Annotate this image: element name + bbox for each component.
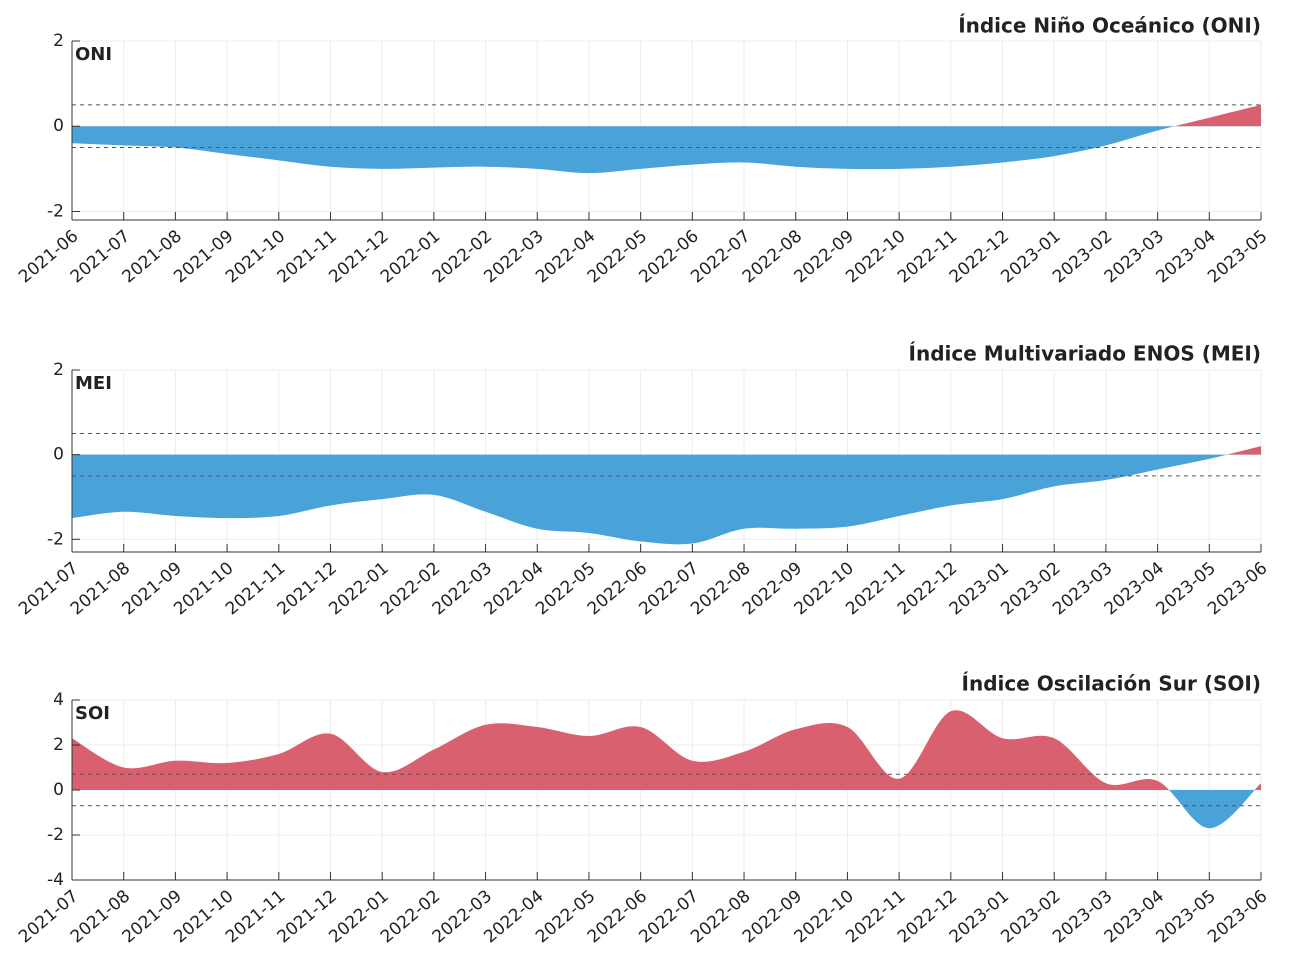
y-tick-label: -2 [47,529,64,549]
negative-area [72,454,1228,545]
panel-label: ONI [75,44,112,65]
panel-label: MEI [75,373,112,394]
positive-area [72,710,1261,790]
chart-title: Índice Multivariado ENOS (MEI) [909,342,1261,366]
chart-title: Índice Oscilación Sur (SOI) [962,672,1261,696]
y-tick-label: -2 [47,825,64,845]
chart-title: Índice Niño Oceánico (ONI) [958,14,1261,38]
y-tick-label: 4 [53,690,64,710]
y-tick-label: 0 [53,116,64,136]
panel-label: SOI [75,703,110,724]
y-tick-label: 2 [53,360,64,380]
y-tick-label: 0 [53,445,64,465]
negative-area [72,126,1175,174]
y-tick-label: -2 [47,201,64,221]
y-tick-label: 0 [53,780,64,800]
y-tick-label: -4 [47,870,64,890]
y-tick-label: 2 [53,735,64,755]
y-tick-label: 2 [53,31,64,51]
